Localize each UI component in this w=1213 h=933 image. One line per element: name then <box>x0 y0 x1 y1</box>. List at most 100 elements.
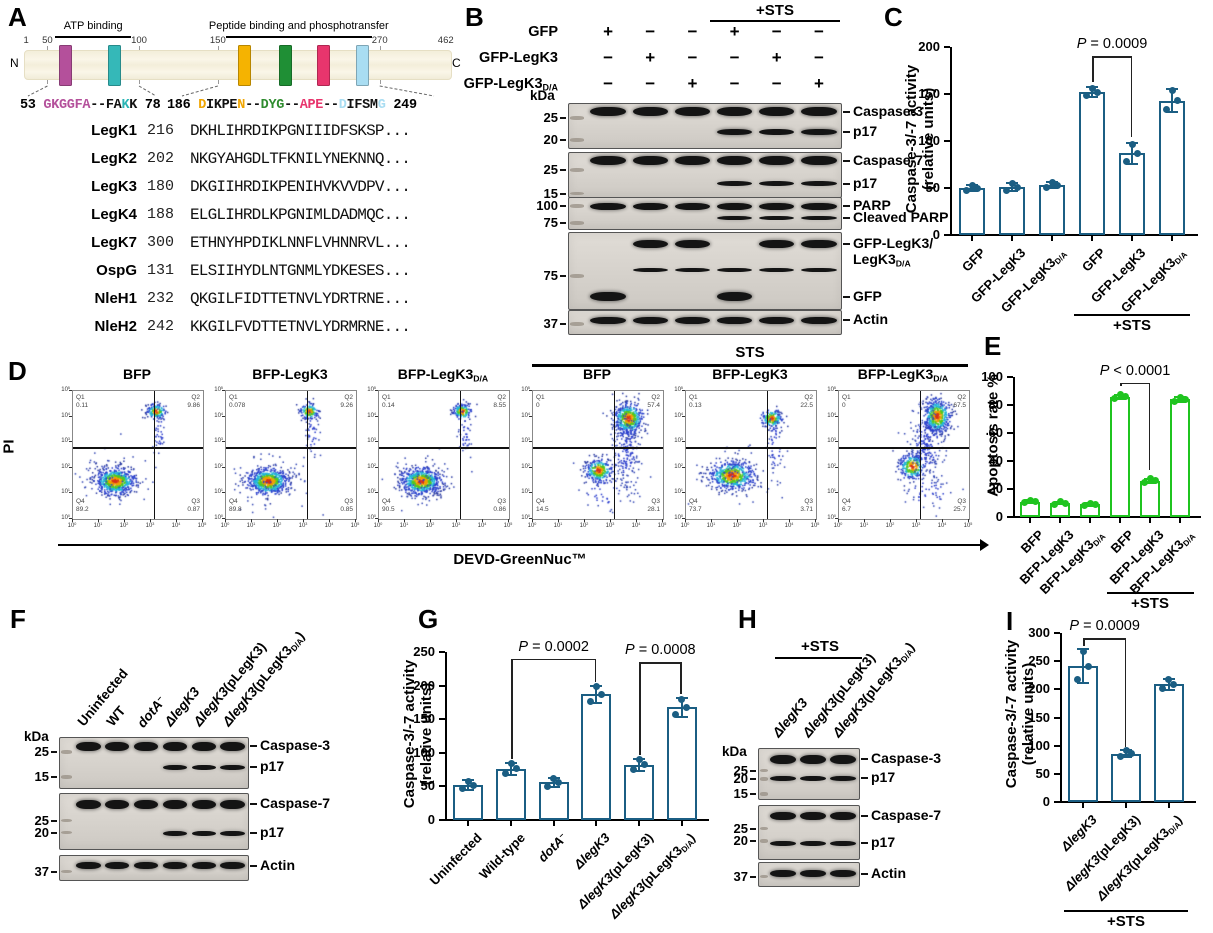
panel-c-chart-y-axis <box>950 47 952 235</box>
flow-y-ticklabel: 101 <box>367 488 376 496</box>
panel-f-protein-band <box>76 741 101 751</box>
panel-e-chart-data-dot <box>1140 478 1148 486</box>
panel-h-marker-label: 15 <box>733 786 748 801</box>
panel-b-ladder-band <box>570 191 585 196</box>
panel-b-band-label: Caspase-3 <box>853 102 924 119</box>
panel-g-chart-data-dot <box>555 778 563 786</box>
alignment-row-start: 131 <box>147 262 175 279</box>
panel-c-label: C <box>884 2 903 32</box>
panel-h-ladder-band <box>760 768 768 772</box>
panel-f-kda-label: kDa <box>24 729 49 744</box>
panel-b-condition-sign: − <box>645 74 656 93</box>
flow-quadrant-vline <box>613 391 615 519</box>
panel-f-protein-band <box>220 741 245 751</box>
panel-c-chart-data-dot <box>1088 84 1096 92</box>
flow-x-tickmark <box>968 519 969 522</box>
flow-x-ticklabel: 104 <box>937 522 947 529</box>
flow-q1-label: Q1 0.13 <box>689 394 702 409</box>
panel-h-protein-band <box>830 754 856 764</box>
panel-c-chart-x-tickmark <box>971 236 973 241</box>
panel-g-chart-x-category-label: ΔlegK3(pLegK3D/A) <box>606 830 699 922</box>
motif-seq-peptide: 186 DIKPEN--DYG--APE--DIFSMG 249 <box>167 98 417 113</box>
panel-f-protein-band <box>105 862 130 870</box>
panel-e-chart-data-dot <box>1050 500 1058 508</box>
flow-y-ticklabel: 102 <box>61 462 70 470</box>
panel-h-band-dash <box>861 814 868 817</box>
alignment-row-start: 188 <box>147 206 175 223</box>
alignment-row-start: 232 <box>147 290 175 307</box>
panel-c-chart-bar <box>1119 153 1145 235</box>
flow-q4-label: Q4 89.8 <box>229 498 242 513</box>
panel-g-chart-error-bar <box>467 780 470 790</box>
panel-f-protein-band <box>133 799 159 809</box>
panel-i-chart-error-cap-bottom <box>1120 755 1132 758</box>
panel-i-chart-y-tickmark <box>1054 801 1060 803</box>
panel-c-chart-data-dot <box>962 186 970 194</box>
flow-y-ticklabel: 104 <box>674 411 683 419</box>
panel-e-chart-y-tickmark <box>1007 404 1013 406</box>
panel-g-chart-sig-bracket-v2 <box>594 658 597 682</box>
panel-f-protein-band <box>76 862 101 870</box>
panel-b-condition-sign: + <box>603 22 614 41</box>
panel-c-chart-x-category-label: GFP <box>959 245 989 275</box>
flow-quadrant-hline <box>379 447 509 449</box>
panel-h-band-label: p17 <box>871 834 896 851</box>
alignment-row-start: 300 <box>147 234 175 251</box>
panel-c-chart-data-dot <box>968 182 976 190</box>
panel-c-chart-error-bar <box>1131 142 1133 164</box>
panel-g-chart-x-tickmark <box>638 821 640 826</box>
flow-plot-title: BFP <box>583 366 611 382</box>
panel-f-protein-band <box>191 741 216 751</box>
panel-g-chart-data-dot <box>464 777 472 785</box>
panel-g-chart-data-dot <box>597 690 605 698</box>
panel-h-band-dash <box>861 872 868 875</box>
panel-c-chart-bar <box>1079 92 1105 235</box>
panel-g-chart-y-ticklabel: 250 <box>413 644 435 659</box>
flow-y-tickmark <box>835 415 838 417</box>
panel-c-chart: 0 50 100 150 200 GFP GFP-LegK3 GFP-LegK3D/A GFP G… <box>880 0 1213 345</box>
panel-e-chart-y-axis <box>1013 377 1015 517</box>
alignment-row-sequence: ELSIIHYDLNTGNMLYDKESES... <box>190 262 411 280</box>
panel-g-chart-y-tickmark <box>439 718 445 721</box>
flow-y-ticklabel: 102 <box>674 462 683 470</box>
panel-b-blot-box <box>568 197 842 230</box>
panel-b-protein-band <box>632 316 668 324</box>
flow-y-tickmark <box>69 441 72 443</box>
panel-g-chart-data-dot <box>544 782 552 790</box>
flow-y-tickmark <box>835 466 838 468</box>
panel-e-chart-y-ticklabel: 80 <box>988 397 1003 412</box>
panel-b-condition-label: GFP <box>528 24 558 40</box>
panel-h-label: H <box>738 604 757 634</box>
flow-y-tickmark <box>375 466 378 468</box>
panel-f-marker-dash <box>51 751 57 753</box>
panel-f-band-dash <box>250 832 257 835</box>
panel-g-chart-y-axis-label: Caspase-3/-7 activity (relative units) <box>401 659 435 809</box>
panel-b-marker-label: 100 <box>536 198 558 214</box>
panel-g-chart-y-ticklabel: 50 <box>420 778 435 794</box>
flow-y-ticklabel: 101 <box>61 488 70 496</box>
panel-f-lane-label: dotA− <box>134 693 166 731</box>
panel-c-chart-data-dot <box>1168 87 1176 95</box>
alignment-row-name: LegK1 <box>91 122 137 139</box>
flow-x-ticklabel: 101 <box>706 522 716 529</box>
panel-f-ladder-band <box>61 750 73 754</box>
flow-y-tickmark <box>529 415 532 417</box>
panel-b-protein-band <box>632 156 668 166</box>
panel-i-chart-x-tickmark <box>1125 803 1127 808</box>
panel-b-band-dash <box>843 159 850 162</box>
panel-e-chart-bar <box>1140 480 1160 517</box>
panel-d-label: D <box>8 356 27 386</box>
flow-y-tickmark <box>529 441 532 443</box>
panel-b-protein-band <box>759 316 795 324</box>
panel-f-ladder-band <box>61 775 73 779</box>
panel-b-band-dash <box>843 319 850 322</box>
panel-f-protein-band <box>162 799 188 809</box>
domain-region-label: Peptide binding and phosphotransfer <box>208 20 389 32</box>
flow-y-ticklabel: 105 <box>521 386 530 393</box>
panel-i-chart-sig-bracket-v2 <box>1124 638 1126 747</box>
flow-sts-label: STS <box>735 344 765 361</box>
panel-e-chart-data-dot <box>1116 391 1124 399</box>
panel-f-band-label: Caspase-7 <box>260 795 331 811</box>
flow-y-ticklabel: 103 <box>61 437 70 445</box>
flow-y-ticklabel: 100 <box>827 514 836 521</box>
